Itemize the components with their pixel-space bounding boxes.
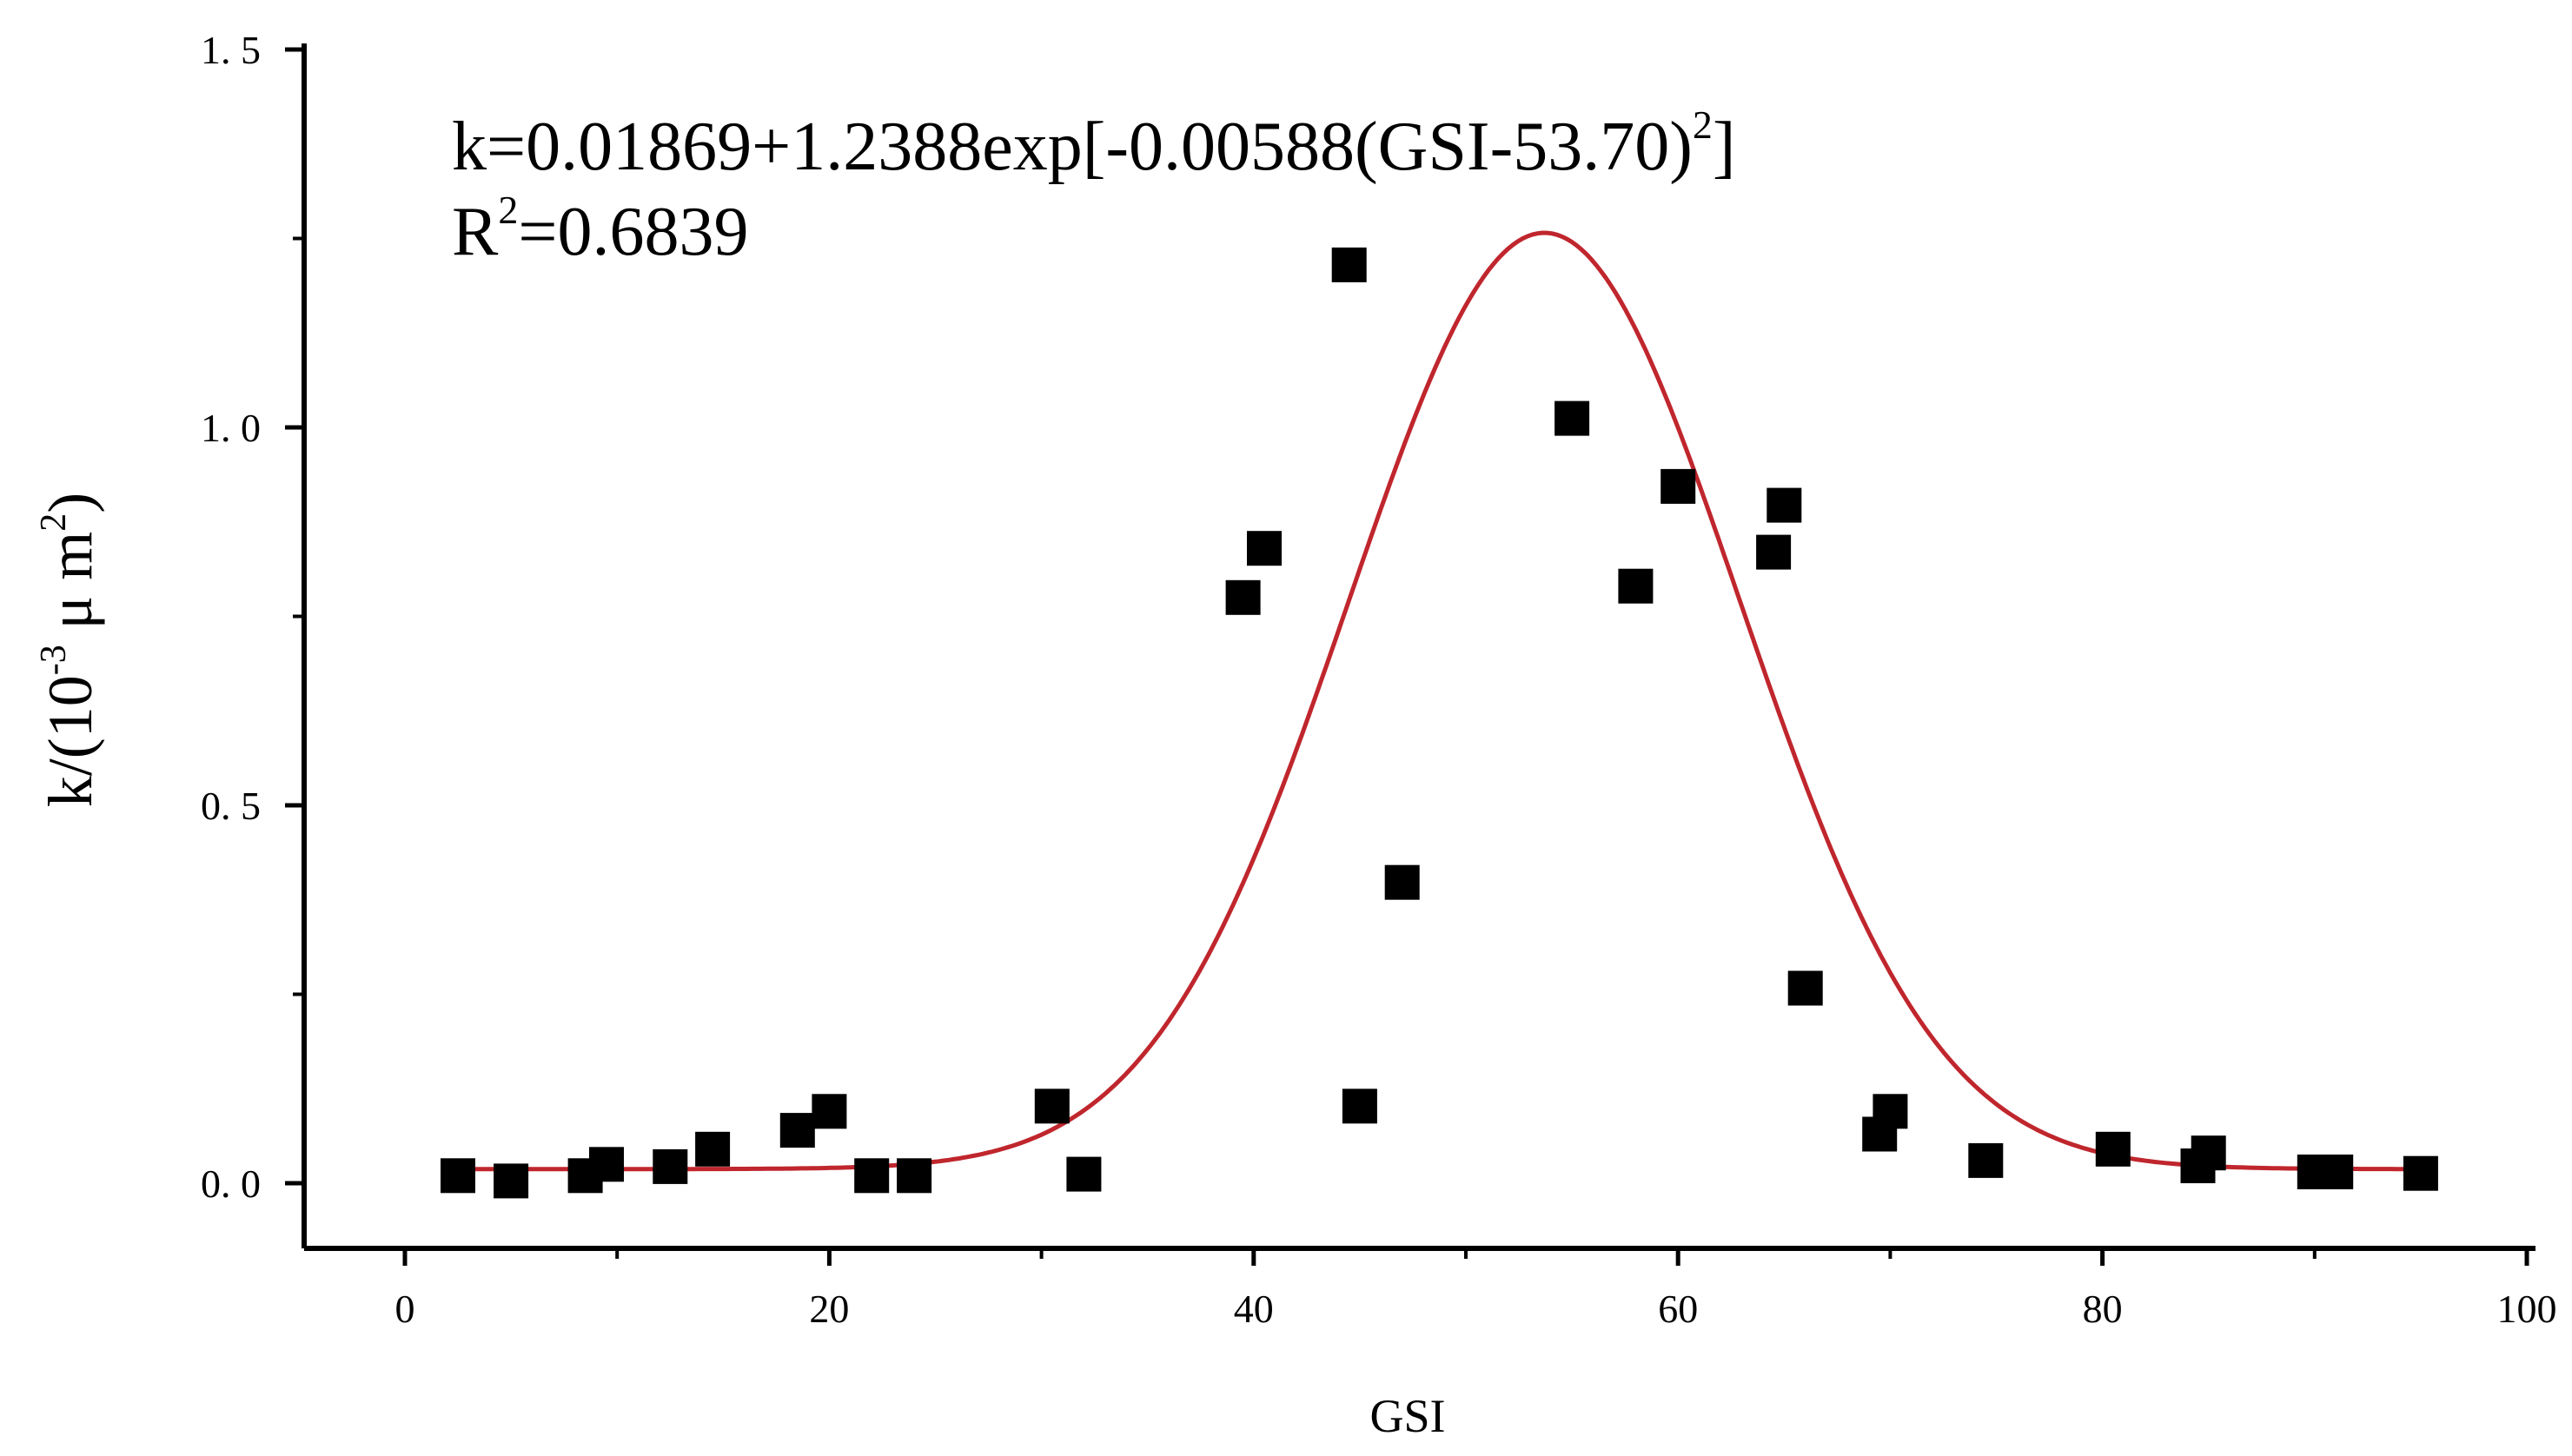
r2-value: =0.6839 [518,194,748,270]
data-point [2403,1155,2438,1191]
r2-prefix: R [452,194,499,270]
data-point [1066,1156,1102,1192]
data-point [1331,247,1367,282]
r2-exponent: 2 [498,188,518,232]
data-point [2318,1155,2354,1189]
data-point [1618,568,1654,604]
x-tick-label: 80 [2083,1287,2123,1331]
y-axis-title-prefix: k/(10 [36,675,105,807]
x-tick-label: 100 [2497,1287,2557,1331]
data-point [1968,1142,2004,1178]
r-squared-annotation: R2=0.6839 [452,188,748,270]
y-tick-label: 0. 5 [201,784,261,828]
y-axis-title: k/(10-3 μ m2) [34,493,105,808]
data-point [812,1094,847,1129]
y-axis-title-exp2: 2 [34,513,74,532]
data-point [441,1158,475,1194]
x-tick-label: 20 [809,1287,849,1331]
data-point [494,1163,529,1199]
data-point [1554,400,1590,436]
equation-main: k=0.01869+1.2388exp[-0.00588(GSI-53.70) [452,109,1693,185]
data-point [1034,1089,1070,1124]
y-axis-title-exp: -3 [34,645,74,675]
data-point [1756,534,1792,570]
data-point [653,1148,688,1184]
equation-annotation: k=0.01869+1.2388exp[-0.00588(GSI-53.70)2… [452,103,1736,185]
y-axis-title-mid: μ m [36,532,105,645]
data-point [695,1131,731,1167]
data-point [1873,1094,1908,1129]
data-point [589,1147,624,1182]
x-tick-label: 40 [1234,1287,1274,1331]
data-point [1342,1089,1377,1124]
y-tick-label: 1. 5 [201,28,261,72]
x-tick-label: 0 [395,1287,415,1331]
x-tick-label: 60 [1658,1287,1698,1331]
data-point [1247,531,1282,566]
data-point [779,1113,815,1148]
data-points [441,247,2438,1199]
y-tick-label: 0. 0 [201,1161,261,1206]
data-point [1787,970,1823,1006]
equation-end: ] [1713,109,1736,185]
data-point [1661,468,1696,504]
fit-curve [458,230,2421,1172]
x-axis-title: GSI [1369,1390,1445,1442]
data-point [2191,1135,2226,1171]
equation-exponent: 2 [1693,103,1713,147]
data-point [1225,579,1261,615]
axes [302,43,2536,1251]
fit-curve-layer [458,230,2421,1172]
data-point [1767,487,1802,523]
ticks: 0 20 40 60 80 100 0. 0 0. 5 1. 0 1. 5 [201,28,2557,1331]
data-point [854,1158,890,1194]
data-point [1384,864,1420,900]
data-point [897,1158,932,1194]
y-axis-title-suffix: ) [36,493,105,513]
data-point [2095,1131,2131,1167]
y-tick-label: 1. 0 [201,406,261,450]
